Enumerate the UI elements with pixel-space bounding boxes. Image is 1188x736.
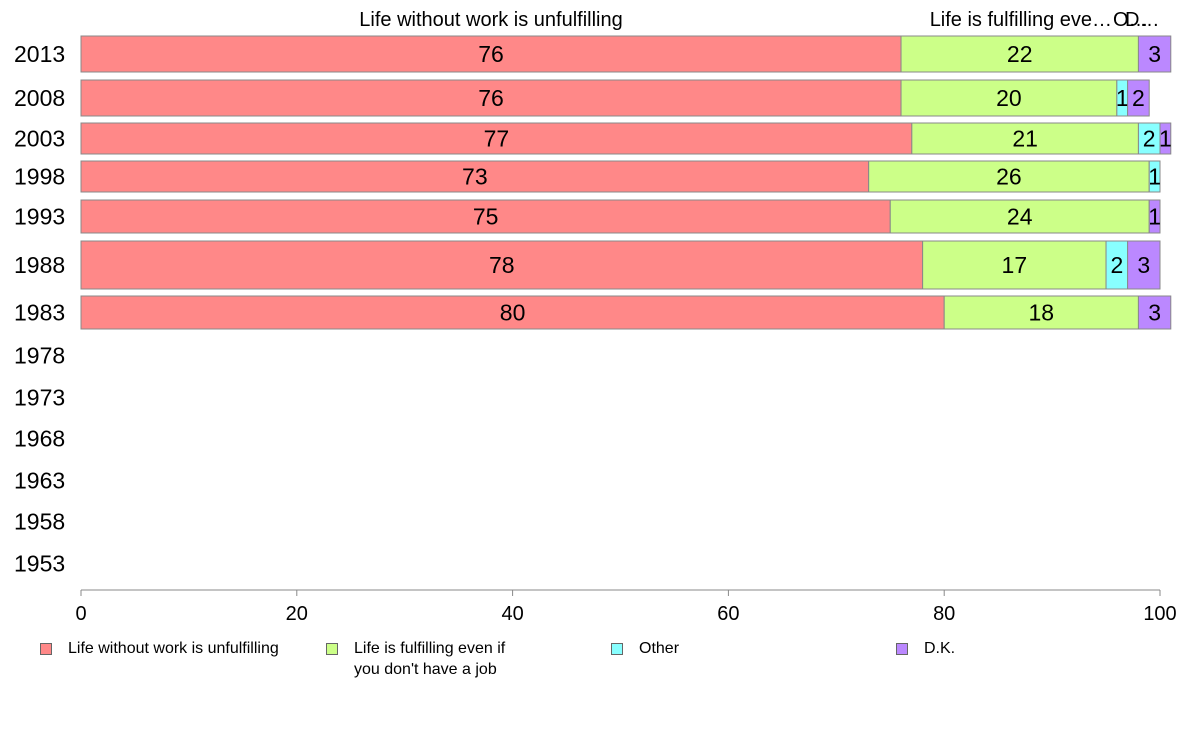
data-label: 21 [1012, 126, 1038, 152]
x-tick-label: 20 [286, 603, 308, 625]
bar-segment [900, 35, 1139, 73]
data-label: 2 [1132, 85, 1145, 111]
data-label: 3 [1148, 300, 1161, 326]
data-label: 1 [1148, 164, 1161, 190]
category-label: 2013 [14, 41, 65, 67]
x-tick-label: 40 [501, 603, 523, 625]
legend-label-line: D.K. [924, 640, 956, 657]
data-label: 24 [1007, 204, 1033, 230]
category-label: 1968 [14, 426, 65, 452]
legend-swatch [896, 643, 908, 655]
category-label: 1958 [14, 509, 65, 535]
data-label: 17 [1002, 252, 1028, 278]
data-label: 80 [500, 300, 526, 326]
bar-segment [900, 79, 1118, 117]
data-label: 3 [1148, 41, 1161, 67]
category-label: 1983 [14, 300, 65, 326]
legend-label-line: Life without work is unfulfilling [68, 640, 279, 657]
x-tick-label: 100 [1143, 603, 1176, 625]
bar-segment [1148, 160, 1161, 193]
data-label: 73 [462, 164, 488, 190]
legend-label: Life is fulfilling even if you don't have… [354, 638, 505, 680]
bar-segment [1137, 35, 1172, 73]
x-tick-label: 60 [717, 603, 739, 625]
category-label: 1998 [14, 164, 65, 190]
category-label: 1978 [14, 343, 65, 369]
series-top-label: Life without work is unfulfilling [359, 9, 622, 31]
data-label: 2 [1143, 126, 1156, 152]
bar-segment [868, 160, 1150, 193]
bar-segment [80, 160, 870, 193]
series-top-label: Life is fulfilling eve… [930, 9, 1112, 31]
legend-swatch [611, 643, 623, 655]
legend-item: Life without work is unfulfilling [40, 638, 279, 659]
bar-segment [80, 240, 924, 290]
category-label: 1953 [14, 551, 65, 577]
bar-segment [911, 122, 1139, 155]
category-label: 1993 [14, 204, 65, 230]
bar-segment [1159, 122, 1172, 155]
data-label: 1 [1116, 85, 1129, 111]
legend-item: D.K. [896, 638, 955, 659]
legend-label: Life without work is unfulfilling [68, 638, 279, 659]
data-label: 18 [1029, 300, 1055, 326]
legend: Life without work is unfulfilling Life i… [0, 638, 1188, 688]
category-label: 1963 [14, 468, 65, 494]
series-top-label: D… [1125, 9, 1159, 31]
legend-label: Other [639, 638, 679, 659]
data-label: 77 [484, 126, 510, 152]
bar-segment [922, 240, 1107, 290]
series-top-label: O… [1113, 9, 1149, 31]
bar-segment [1127, 79, 1150, 117]
bar-segment [80, 122, 913, 155]
bar-segment [1137, 295, 1172, 330]
data-label: 26 [996, 164, 1022, 190]
data-label: 20 [996, 85, 1022, 111]
bar-segment [1127, 240, 1161, 290]
data-label: 76 [478, 41, 504, 67]
bar-segment [943, 295, 1139, 330]
category-label: 2003 [14, 126, 65, 152]
bar-segment [80, 79, 902, 117]
data-label: 1 [1159, 126, 1172, 152]
legend-label-line: you don't have a job [354, 661, 497, 678]
data-label: 3 [1137, 252, 1150, 278]
category-label: 2008 [14, 85, 65, 111]
category-label: 1973 [14, 385, 65, 411]
data-label: 76 [478, 85, 504, 111]
bar-segment [80, 295, 945, 330]
category-label: 1988 [14, 252, 65, 278]
legend-label-line: Other [639, 640, 680, 657]
x-tick-label: 0 [75, 603, 86, 625]
data-label: 22 [1007, 41, 1033, 67]
bar-segment [80, 199, 891, 234]
data-label: 2 [1110, 252, 1123, 278]
x-tick-label: 80 [933, 603, 955, 625]
data-label: 1 [1148, 204, 1161, 230]
legend-item: Life is fulfilling even if you don't have… [326, 638, 505, 680]
bar-segment [80, 35, 902, 73]
data-label: 78 [489, 252, 515, 278]
legend-label: D.K. [924, 638, 955, 659]
legend-label-line: Life is fulfilling even if [354, 640, 506, 657]
legend-item: Other [611, 638, 679, 659]
bar-segment [1148, 199, 1161, 234]
legend-swatch [326, 643, 338, 655]
data-label: 75 [473, 204, 499, 230]
legend-swatch [40, 643, 52, 655]
